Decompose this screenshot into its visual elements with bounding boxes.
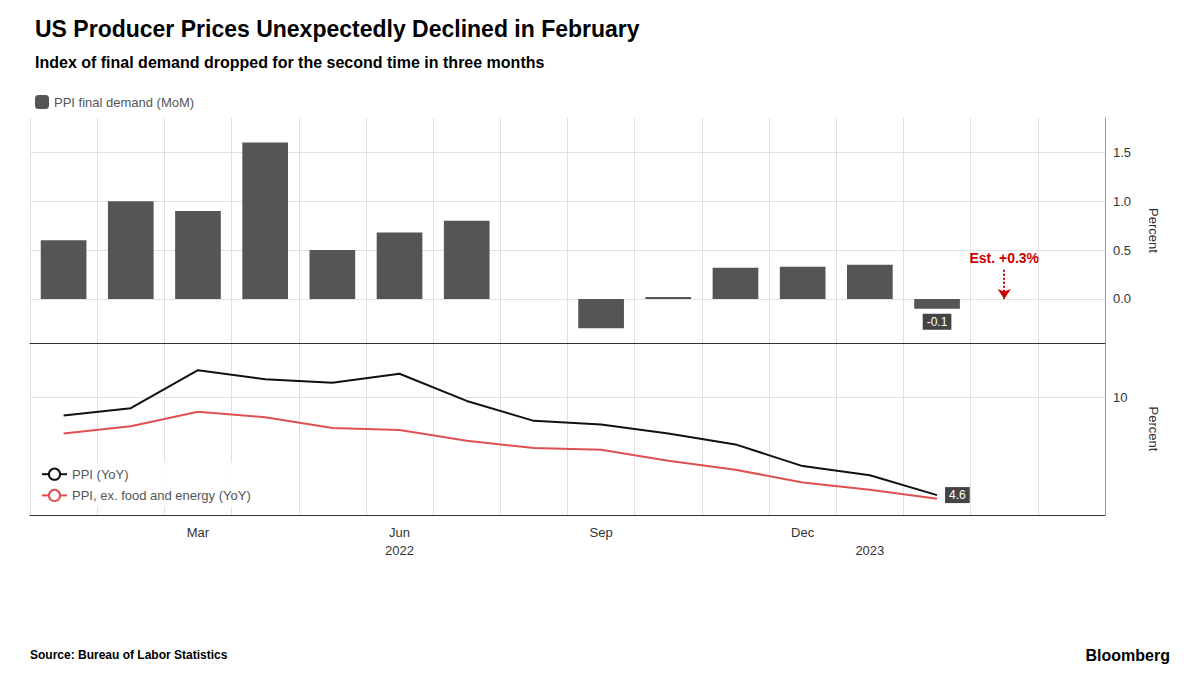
- svg-text:10: 10: [1113, 390, 1127, 405]
- svg-text:Percent: Percent: [1146, 407, 1161, 452]
- svg-text:0.5: 0.5: [1113, 243, 1131, 258]
- svg-text:1.5: 1.5: [1113, 145, 1131, 160]
- svg-text:PPI final demand (MoM): PPI final demand (MoM): [54, 95, 194, 110]
- svg-text:Jun: Jun: [389, 525, 410, 540]
- svg-text:Index of final demand dropped: Index of final demand dropped for the se…: [35, 54, 544, 71]
- svg-text:Est. +0.3%: Est. +0.3%: [969, 250, 1039, 266]
- svg-text:Percent: Percent: [1146, 208, 1161, 253]
- svg-text:PPI, ex. food and energy (YoY): PPI, ex. food and energy (YoY): [72, 488, 251, 503]
- svg-text:Bloomberg: Bloomberg: [1086, 647, 1170, 664]
- svg-text:Mar: Mar: [187, 525, 210, 540]
- svg-text:Sep: Sep: [590, 525, 613, 540]
- svg-text:PPI (YoY): PPI (YoY): [72, 467, 129, 482]
- svg-text:1.0: 1.0: [1113, 194, 1131, 209]
- svg-text:4.6: 4.6: [949, 488, 966, 502]
- svg-text:US Producer Prices Unexpectedl: US Producer Prices Unexpectedly Declined…: [35, 16, 640, 42]
- svg-text:Source: Bureau of Labor Statis: Source: Bureau of Labor Statistics: [30, 648, 228, 662]
- svg-text:2022: 2022: [385, 543, 414, 558]
- svg-text:Dec: Dec: [791, 525, 815, 540]
- svg-text:0.0: 0.0: [1113, 291, 1131, 306]
- svg-text:2023: 2023: [855, 543, 884, 558]
- svg-text:-0.1: -0.1: [927, 315, 948, 329]
